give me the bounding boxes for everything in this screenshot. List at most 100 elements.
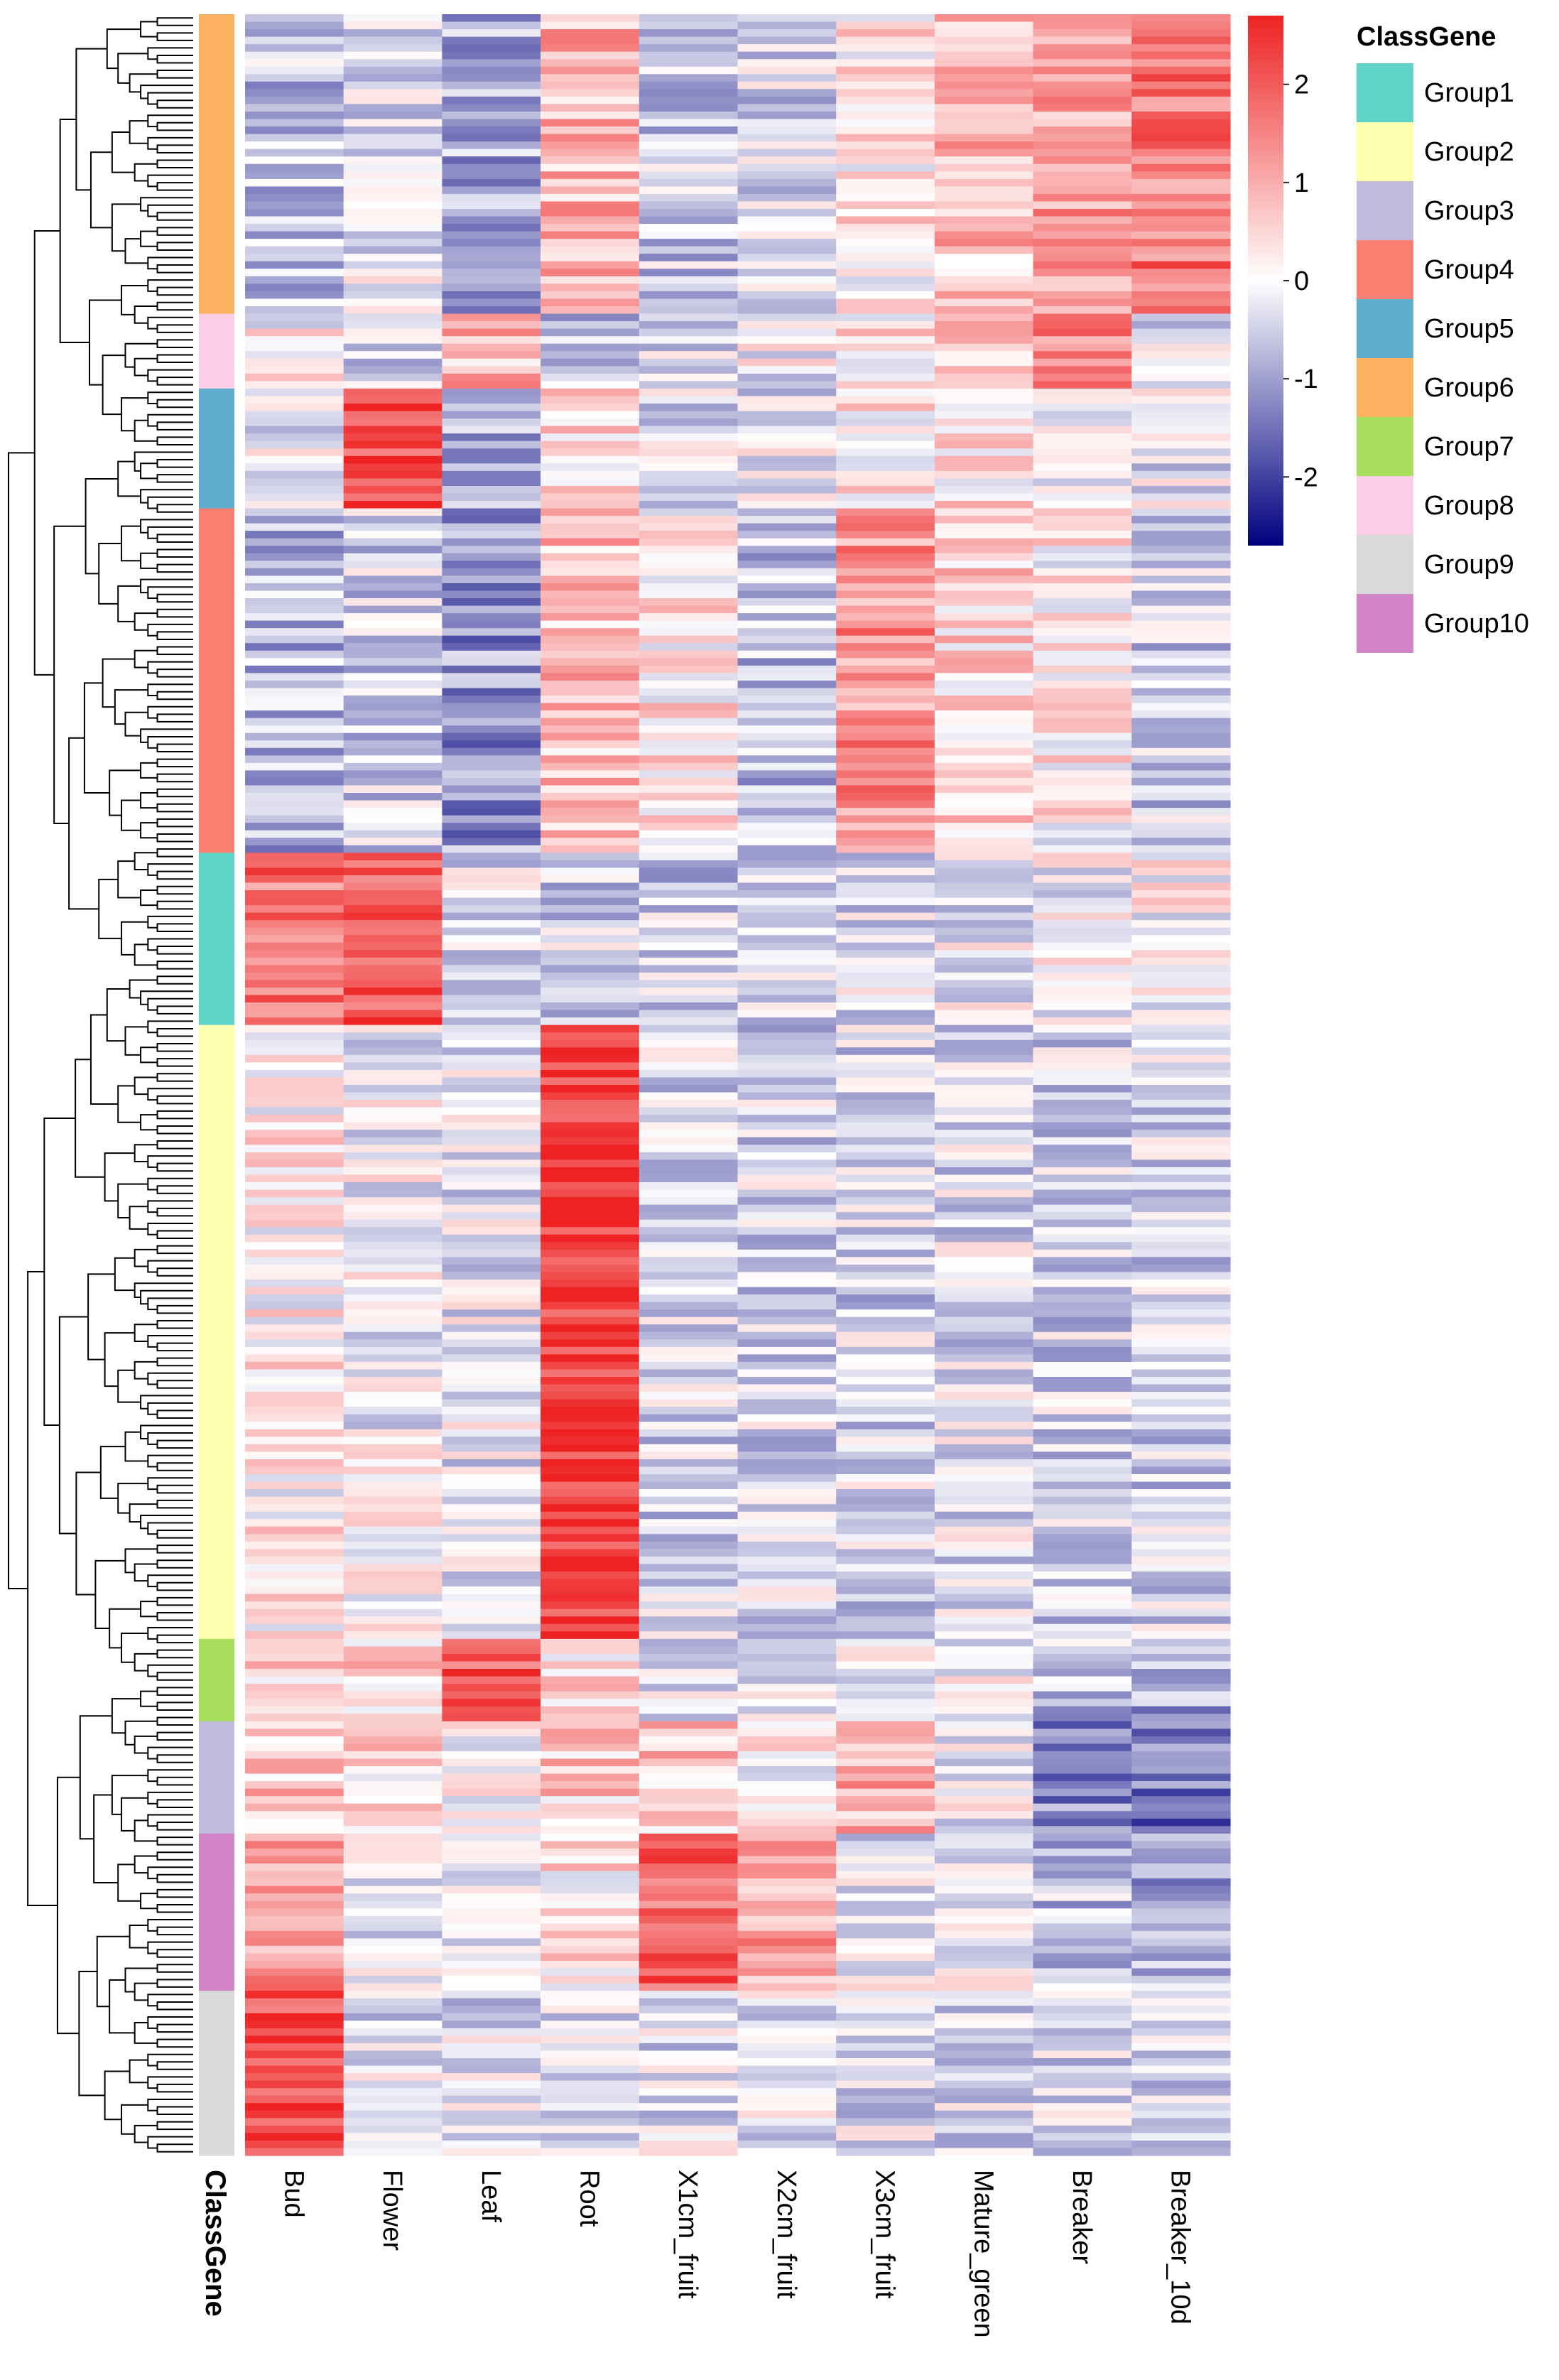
heatmap-cell: [343, 269, 442, 277]
heatmap-cell: [836, 927, 935, 936]
heatmap-cell: [245, 583, 344, 592]
dendrogram-branch: [147, 1454, 193, 1468]
heatmap-cell: [343, 81, 442, 90]
heatmap-cell: [541, 1646, 640, 1655]
dendrogram-branch: [156, 436, 193, 445]
heatmap-cell: [639, 1331, 739, 1340]
heatmap-cell: [737, 1669, 837, 1677]
annotation-block-group10: [199, 1833, 234, 1991]
heatmap-cell: [245, 1361, 344, 1370]
heatmap-cell: [245, 36, 344, 45]
heatmap-cell: [1131, 1706, 1231, 1714]
heatmap-cell: [1131, 927, 1231, 936]
heatmap-cell: [1131, 1092, 1231, 1100]
heatmap-cell: [442, 1893, 541, 1902]
heatmap-cell: [442, 1069, 541, 1078]
heatmap-cell: [343, 1159, 442, 1168]
heatmap-cell: [639, 1212, 739, 1221]
heatmap-cell: [442, 351, 541, 359]
heatmap-cell: [1033, 680, 1132, 689]
heatmap-cell: [934, 643, 1034, 651]
heatmap-cell: [1131, 1189, 1231, 1198]
legend-label-group4: Group4: [1424, 255, 1514, 285]
heatmap-cell: [1033, 1766, 1132, 1775]
heatmap-cell: [442, 1864, 541, 1872]
heatmap-cell: [639, 1579, 739, 1587]
heatmap-cell: [1131, 531, 1231, 539]
heatmap-cell: [541, 853, 640, 861]
heatmap-cell: [836, 1684, 935, 1692]
heatmap-cell: [1033, 1736, 1132, 1744]
heatmap-cell: [1131, 553, 1231, 561]
heatmap-cell: [541, 845, 640, 853]
heatmap-cell: [934, 51, 1034, 60]
heatmap-cell: [541, 1414, 640, 1422]
heatmap-cell: [343, 568, 442, 576]
dendrogram-branch: [147, 863, 193, 876]
heatmap-cell: [1131, 583, 1231, 592]
heatmap-cell: [836, 2058, 935, 2067]
heatmap-cell: [245, 875, 344, 884]
heatmap-cell: [1131, 561, 1231, 569]
heatmap-cell: [1131, 1399, 1231, 1407]
heatmap-cell: [245, 747, 344, 756]
heatmap-cell: [737, 126, 837, 135]
heatmap-cell: [836, 2043, 935, 2052]
heatmap-cell: [442, 306, 541, 315]
heatmap-cell: [836, 1122, 935, 1130]
heatmap-cell: [442, 523, 541, 531]
heatmap-cell: [1131, 867, 1231, 876]
heatmap-cell: [934, 755, 1034, 764]
heatmap-cell: [343, 1227, 442, 1235]
heatmap-cell: [343, 426, 442, 434]
heatmap-cell: [343, 1309, 442, 1318]
heatmap-cell: [737, 493, 837, 502]
sample-label: Mature_green: [968, 2170, 998, 2338]
heatmap-cell: [245, 66, 344, 75]
heatmap-cell: [1033, 44, 1132, 53]
heatmap-cell: [934, 1414, 1034, 1422]
heatmap-cell: [639, 2125, 739, 2133]
heatmap-cell: [639, 710, 739, 719]
heatmap-cell: [245, 613, 344, 622]
heatmap-cell: [639, 1437, 739, 1445]
heatmap-cell: [541, 1938, 640, 1947]
heatmap-cell: [245, 1915, 344, 1924]
heatmap-cell: [442, 1257, 541, 1265]
dendrogram-branch: [140, 463, 158, 480]
heatmap-cell: [836, 1653, 935, 1662]
heatmap-cell: [639, 470, 739, 479]
heatmap-cell: [934, 239, 1034, 247]
heatmap-cell: [737, 1092, 837, 1100]
heatmap-cell: [836, 725, 935, 734]
heatmap-cell: [343, 1212, 442, 1221]
dendrogram-branch: [156, 1245, 193, 1255]
heatmap-cell: [541, 1197, 640, 1206]
heatmap-cell: [1131, 860, 1231, 868]
heatmap-cell: [343, 1437, 442, 1445]
heatmap-cell: [934, 1167, 1034, 1176]
heatmap-cell: [1131, 1294, 1231, 1303]
heatmap-cell: [541, 1272, 640, 1280]
heatmap-cell: [1131, 1122, 1231, 1130]
heatmap-cell: [1131, 2103, 1231, 2111]
heatmap-cell: [245, 1526, 344, 1535]
heatmap-cell: [1033, 1646, 1132, 1655]
heatmap-cell: [934, 1953, 1034, 1962]
heatmap-cell: [442, 1594, 541, 1602]
dendrogram-branch: [117, 860, 141, 899]
heatmap-cell: [836, 1377, 935, 1385]
heatmap-cell: [1033, 1983, 1132, 1991]
heatmap-cell: [442, 1189, 541, 1198]
heatmap-cell: [639, 186, 739, 195]
heatmap-cell: [836, 882, 935, 891]
dendrogram-branch: [129, 120, 148, 144]
heatmap-cell: [343, 1242, 442, 1250]
heatmap-cell: [245, 1294, 344, 1303]
heatmap-cell: [1131, 1234, 1231, 1243]
heatmap-cell: [343, 1998, 442, 2006]
dendrogram-branch: [33, 229, 60, 676]
heatmap-cell: [343, 1646, 442, 1655]
dendrogram-branch: [134, 943, 158, 966]
heatmap-cell: [245, 1392, 344, 1400]
